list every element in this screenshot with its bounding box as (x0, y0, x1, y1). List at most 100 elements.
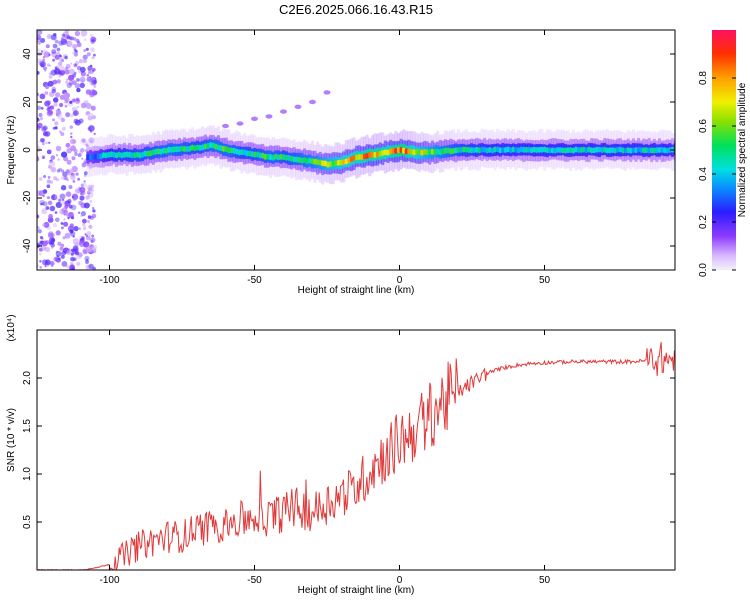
spectrogram-cell (266, 153, 270, 160)
spectrogram-noise-point (77, 153, 82, 158)
spectrogram-cell (449, 148, 453, 155)
spectrogram-noise-point (83, 38, 87, 41)
spectrogram-noise-point (60, 243, 65, 248)
spectrogram-noise-point (52, 79, 58, 85)
spectrogram-noise-point (37, 156, 40, 162)
spectrogram-cell (224, 146, 228, 153)
spectrogram-cell (488, 147, 492, 153)
spectrogram-noise-point (59, 193, 66, 200)
spectrogram-noise-point (51, 49, 57, 55)
spectrogram-noise-point (40, 245, 47, 251)
spectrogram-noise-point (42, 125, 48, 131)
spectrogram-noise-point (49, 64, 52, 67)
spectrogram-cell (151, 149, 155, 156)
spectrogram-noise-point (83, 161, 87, 165)
spectrogram-cell (263, 153, 267, 160)
spectrogram-cell (597, 146, 602, 153)
spectrogram-cell (370, 151, 374, 158)
spectrogram-noise-point (72, 235, 75, 238)
x-tick-label: 50 (539, 575, 551, 586)
spectrogram-noise-point (79, 186, 86, 193)
spectrogram-noise-point (64, 55, 68, 60)
spectrogram-cell (339, 159, 343, 166)
spectrogram-cell (610, 147, 615, 153)
snr-y-multiplier: (x10⁴) (6, 314, 17, 341)
spectrogram-noise-point (66, 214, 69, 217)
spectrogram-cell (274, 153, 278, 160)
spectrogram-cell (660, 146, 664, 153)
spectrogram-noise-point (37, 48, 41, 52)
spectrogram-noise-point (64, 69, 70, 75)
spectrogram-noise-point (37, 34, 42, 41)
spectrogram-noise-point (70, 114, 74, 118)
spectrogram-noise-point (39, 93, 46, 100)
spectrogram-noise-point (85, 234, 89, 238)
spectrogram-cell (112, 151, 116, 158)
spectrogram-noise-point (71, 80, 77, 85)
spectrogram-noise-point (57, 241, 62, 246)
spectrogram-cell (373, 151, 377, 158)
spectrogram-noise-point (56, 79, 61, 84)
spectrogram-noise-point (79, 236, 82, 239)
spectrogram-noise-point (88, 125, 95, 132)
spectrogram-cell (357, 154, 361, 160)
spectrogram-noise-point (50, 242, 55, 248)
spectrogram-cell (608, 147, 612, 154)
spectrogram-noise-point (93, 53, 96, 57)
spectrogram-noise-point (60, 132, 65, 136)
spectrogram-cell (430, 148, 434, 155)
spectrogram-cell (326, 161, 330, 168)
spectrogram-noise-point (66, 264, 70, 269)
spectrogram-noise-point (46, 149, 52, 155)
spectrogram-cell (169, 147, 173, 153)
spectrogram-noise-point (52, 223, 58, 228)
spectrogram-noise-point (47, 217, 54, 223)
spectrogram-cell (203, 143, 207, 150)
spectrogram-noise-point (67, 216, 70, 220)
spectrogram-noise-point (60, 38, 67, 46)
spectrogram-cell (485, 147, 489, 154)
spectrogram-cell (553, 147, 557, 154)
spectrogram-noise-point (55, 230, 61, 236)
spectrogram-noise-point (92, 209, 96, 213)
spectrogram-noise-point (42, 131, 49, 137)
spectrogram-cell (566, 147, 570, 153)
spectrogram-noise-point (54, 68, 61, 75)
spectrogram-noise-point (55, 250, 62, 257)
spectrogram-noise-point (87, 220, 90, 223)
spectrogram-cell (605, 147, 609, 154)
spectrogram-noise-point (69, 229, 74, 234)
figure-title: C2E6.2025.066.16.43.R15 (279, 2, 433, 17)
spectrogram-noise-point (70, 132, 73, 135)
spectrogram-cell (229, 147, 234, 154)
spectrogram-noise-point (79, 82, 86, 89)
snr-y-axis: 0.5 1.0 1.5 2.0 (22, 371, 675, 529)
spectrogram-cell (621, 147, 625, 154)
spectrogram-cell (545, 147, 549, 153)
spectrogram-noise-point (57, 61, 63, 66)
spectrogram-cell (141, 151, 145, 158)
spectrogram-cell (206, 143, 210, 149)
spectrogram-cell (383, 149, 387, 156)
spectrogram-noise-point (53, 33, 57, 37)
spectrogram-cell (624, 147, 628, 154)
spectrogram-noise-point (59, 69, 65, 76)
spectrogram-noise-point (80, 30, 88, 37)
spectrogram-cell (506, 146, 510, 153)
snr-x-label: Height of straight line (km) (298, 585, 415, 596)
spectrogram-cell (240, 149, 244, 155)
spectrogram-cell (88, 154, 93, 160)
spectrogram-noise-point (74, 250, 80, 256)
spectrogram-noise-point (82, 226, 87, 231)
spectrogram-cell (480, 146, 484, 153)
spectrogram-noise-region (37, 30, 98, 270)
spectrogram-noise-point (90, 76, 96, 82)
spectrogram-cell (355, 154, 359, 161)
spectrogram-cell (180, 145, 184, 152)
spectrogram-noise-point (83, 225, 86, 228)
spectrogram-noise-point (43, 221, 50, 228)
spectrogram-noise-point (90, 105, 96, 111)
x-tick-label: 50 (539, 275, 551, 286)
spectrogram-cell (477, 147, 481, 154)
